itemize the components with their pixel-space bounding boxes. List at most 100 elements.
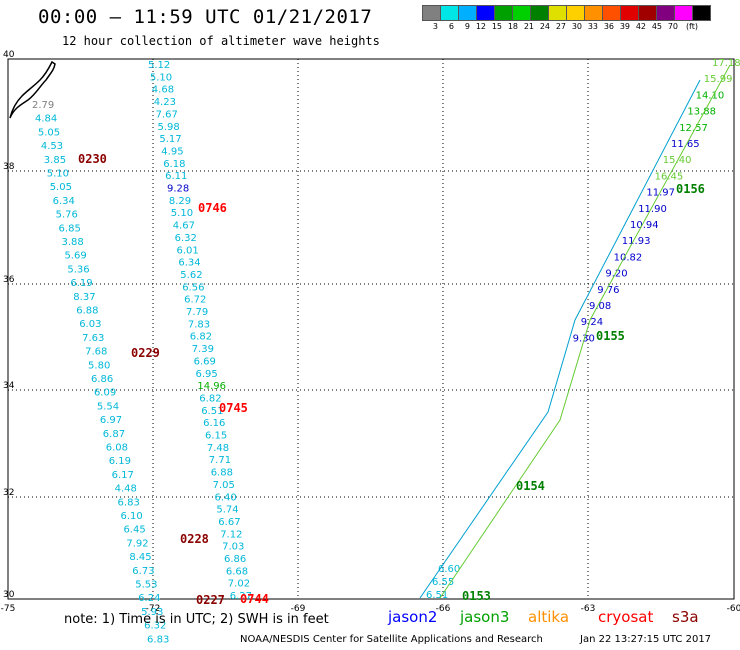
x-tick-label: -69 bbox=[291, 604, 306, 614]
track-b-value: 6.40 bbox=[215, 492, 237, 503]
track-b-value: 7.67 bbox=[156, 109, 178, 120]
track-a-value: 6.03 bbox=[79, 319, 101, 330]
track-a-value: 6.17 bbox=[112, 470, 134, 481]
map-title: 00:00 – 11:59 UTC 01/21/2017 bbox=[38, 6, 373, 28]
track-a-value: 6.09 bbox=[94, 388, 116, 399]
x-tick-label: -75 bbox=[1, 604, 16, 614]
track-b-value: 7.39 bbox=[192, 344, 214, 355]
track-b-value: 7.79 bbox=[186, 307, 208, 318]
map-frame bbox=[7, 58, 735, 600]
track-a-value: 4.48 bbox=[115, 484, 137, 495]
track-c-value: 9.30 bbox=[573, 333, 595, 344]
track-c-value: 12.57 bbox=[679, 123, 708, 134]
footer-note: note: 1) Time is in UTC; 2) SWH is in fe… bbox=[64, 612, 329, 627]
track-a-value: 5.69 bbox=[64, 251, 86, 262]
track-a-value: 3.85 bbox=[44, 155, 66, 166]
track-b-value: 7.48 bbox=[207, 443, 229, 454]
track-a-value: 6.34 bbox=[53, 196, 75, 207]
track-a-value: 6.97 bbox=[100, 415, 122, 426]
track-a-value: 8.37 bbox=[73, 292, 95, 303]
legend-label: 45 bbox=[651, 22, 662, 31]
track-b-value: 6.69 bbox=[194, 356, 216, 367]
track-b-value: 5.10 bbox=[171, 208, 193, 219]
pass-time-label: 0227 bbox=[196, 593, 225, 607]
track-c-value: 9.24 bbox=[581, 317, 603, 328]
legend-label: (ft) bbox=[685, 22, 698, 31]
legend-swatch bbox=[692, 5, 711, 21]
track-b-value: 4.67 bbox=[173, 221, 195, 232]
pass-time-label: 0229 bbox=[131, 346, 160, 360]
y-tick-label: 32 bbox=[3, 488, 14, 498]
x-tick-label: -60 bbox=[727, 604, 740, 614]
track-b-value: 6.51 bbox=[201, 406, 223, 417]
track-b-value: 9.28 bbox=[167, 184, 189, 195]
legend-label: 18 bbox=[507, 22, 518, 31]
track-c-swath-edge bbox=[439, 64, 731, 599]
track-a-value: 7.63 bbox=[82, 333, 104, 344]
pass-time-label: 0154 bbox=[516, 479, 545, 493]
satellite-tracks: 2.79 4.84 5.05 4.53 3.85 5.10 5.05 6.34 5.76 6.85… bbox=[32, 58, 740, 645]
color-scale-legend bbox=[422, 5, 711, 21]
generated-timestamp: Jan 22 13:27:15 UTC 2017 bbox=[580, 634, 712, 645]
pass-time-label: 0153 bbox=[462, 589, 491, 603]
track-a-value: 7.68 bbox=[85, 347, 107, 358]
legend-label: 42 bbox=[635, 22, 646, 31]
track-a-value: 6.32 bbox=[144, 621, 166, 632]
track-b-value: 6.86 bbox=[224, 554, 246, 565]
track-b-value: 6.95 bbox=[196, 369, 218, 380]
track-c-value: 17.18 bbox=[712, 58, 740, 69]
legend-label: 6 bbox=[448, 22, 454, 31]
track-b-value: 5.17 bbox=[159, 134, 181, 145]
y-tick-label: 40 bbox=[3, 50, 15, 60]
track-c-value: 9.76 bbox=[597, 285, 619, 296]
track-b-value: 7.05 bbox=[213, 480, 235, 491]
track-b-value: 8.29 bbox=[169, 196, 191, 207]
legend-label: 33 bbox=[587, 22, 598, 31]
track-a-value: 5.36 bbox=[67, 264, 89, 275]
satellite-legend-item: jason2 bbox=[388, 608, 438, 626]
track-c-value: 10.82 bbox=[614, 252, 643, 263]
track-c-value: 11.93 bbox=[622, 236, 651, 247]
track-c-value: 14.10 bbox=[696, 90, 725, 101]
track-a-value: 2.79 bbox=[32, 100, 54, 111]
track-b-value: 6.15 bbox=[205, 431, 227, 442]
track-a-value: 5.53 bbox=[135, 580, 157, 591]
track-b-value: 6.11 bbox=[165, 171, 187, 182]
x-tick-label: -72 bbox=[146, 604, 161, 614]
track-a-value: 6.19 bbox=[70, 278, 92, 289]
track-b-value: 7.12 bbox=[220, 529, 242, 540]
pass-time-labels: 0230 0746 0229 0745 0228 0227 0744 0156 0155 0154… bbox=[78, 152, 705, 607]
map-subtitle: 12 hour collection of altimeter wave hei… bbox=[62, 34, 380, 48]
track-c-value: 11.65 bbox=[671, 139, 700, 150]
track-a-value: 6.19 bbox=[109, 456, 131, 467]
track-b-value: 6.72 bbox=[184, 295, 206, 306]
track-a-value: 5.93 bbox=[141, 607, 163, 618]
y-tick-label: 38 bbox=[3, 162, 15, 172]
track-c-value: 15.99 bbox=[704, 74, 733, 85]
track-a-value: 8.45 bbox=[129, 552, 151, 563]
track-a-value: 6.87 bbox=[103, 429, 125, 440]
track-a-value: 5.10 bbox=[47, 169, 69, 180]
track-c-value: 9.20 bbox=[605, 269, 627, 280]
track-a-value: 6.88 bbox=[76, 306, 98, 317]
track-b-value: 6.68 bbox=[226, 566, 248, 577]
track-a-value: 6.10 bbox=[121, 511, 143, 522]
track-b-value: 5.62 bbox=[180, 270, 202, 281]
track-c-lower-value: 6.55 bbox=[432, 577, 454, 588]
track-b-value: 6.16 bbox=[203, 418, 225, 429]
pass-time-label: 0156 bbox=[676, 182, 705, 196]
track-b-value: 7.83 bbox=[188, 319, 210, 330]
pass-time-label: 0155 bbox=[596, 329, 625, 343]
track-a-value: 4.53 bbox=[41, 141, 63, 152]
x-tick-label: -66 bbox=[436, 604, 451, 614]
track-b-value: 7.71 bbox=[209, 455, 231, 466]
satellite-legend-item: jason3 bbox=[460, 608, 510, 626]
track-b-value: 4.95 bbox=[161, 146, 183, 157]
track-b-value: 6.01 bbox=[177, 245, 199, 256]
track-a-value: 6.73 bbox=[132, 566, 154, 577]
y-tick-label: 34 bbox=[3, 381, 15, 391]
pass-time-label: 0746 bbox=[198, 201, 227, 215]
track-a-value: 5.76 bbox=[56, 210, 78, 221]
legend-label: 15 bbox=[491, 22, 502, 31]
track-b-value: 5.98 bbox=[158, 122, 180, 133]
